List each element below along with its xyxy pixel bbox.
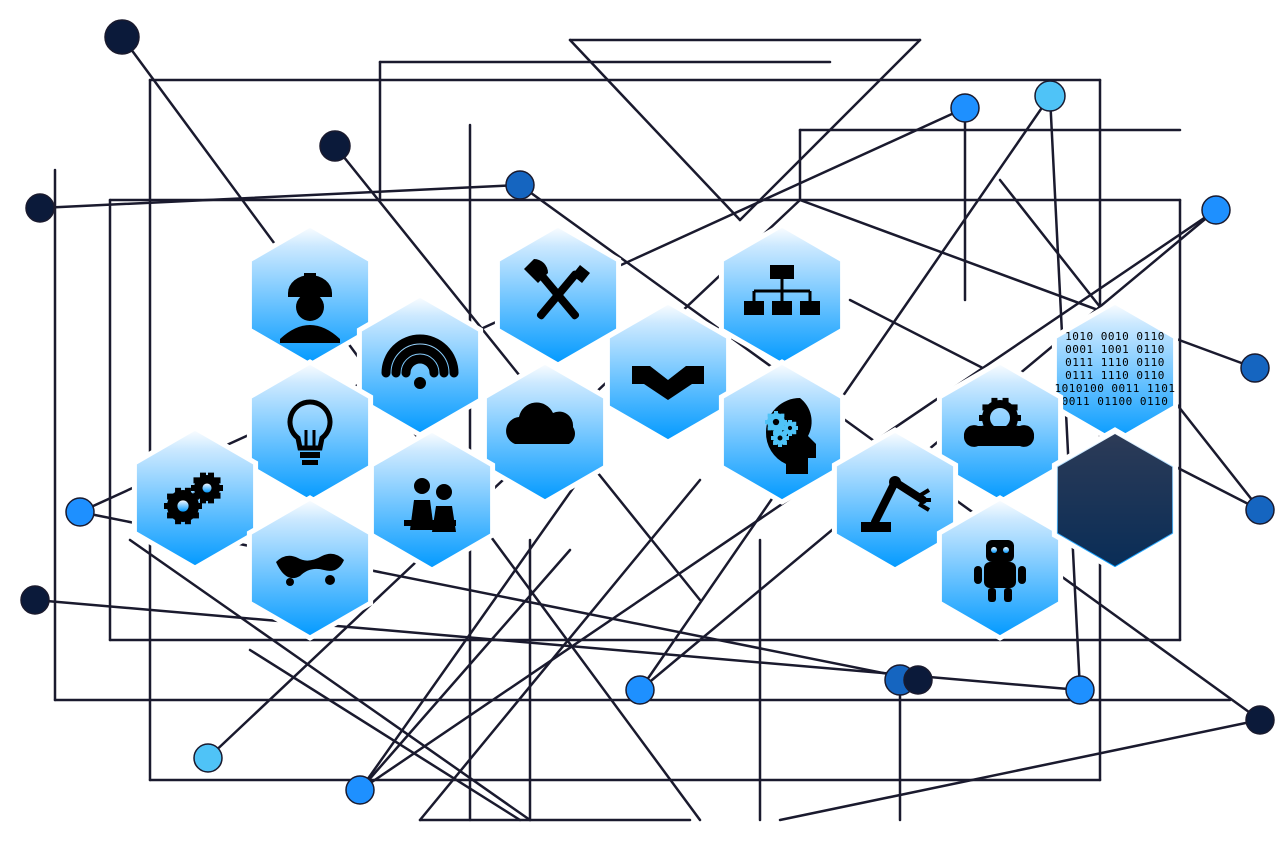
hexagon-cluster: 1010 0010 01100001 1001 01100111 1110 01… bbox=[134, 225, 1175, 638]
svg-text:0111 1110 0110: 0111 1110 0110 bbox=[1065, 369, 1165, 382]
network-node bbox=[320, 131, 350, 161]
network-node bbox=[904, 666, 932, 694]
network-node bbox=[105, 20, 139, 54]
hex-binary: 1010 0010 01100001 1001 01100111 1110 01… bbox=[1054, 302, 1175, 442]
network-edge bbox=[570, 40, 740, 220]
network-node bbox=[346, 776, 374, 804]
svg-text:1010 0010 0110: 1010 0010 0110 bbox=[1065, 330, 1165, 343]
hex-gears bbox=[134, 428, 255, 568]
network-edge bbox=[250, 650, 520, 820]
svg-text:0111 1110 0110: 0111 1110 0110 bbox=[1065, 356, 1165, 369]
hex-brain bbox=[721, 362, 842, 502]
service-label: Service bbox=[975, 428, 1025, 445]
hex-map bbox=[249, 498, 370, 638]
network-edge bbox=[800, 200, 1255, 368]
hex-tools bbox=[497, 225, 618, 365]
network-node bbox=[506, 171, 534, 199]
hex-worker bbox=[249, 225, 370, 365]
svg-text:1010100 0011 1101: 1010100 0011 1101 bbox=[1054, 382, 1175, 395]
network-edge bbox=[40, 185, 520, 208]
svg-text:0001 1001 0110: 0001 1001 0110 bbox=[1065, 343, 1165, 356]
network-node bbox=[1035, 81, 1065, 111]
hex-team bbox=[371, 430, 492, 570]
network-node bbox=[1246, 496, 1274, 524]
network-edge bbox=[780, 720, 1260, 820]
network-node bbox=[26, 194, 54, 222]
binary-icon: 1010 0010 01100001 1001 01100111 1110 01… bbox=[1054, 330, 1175, 408]
hex-wifi bbox=[359, 295, 480, 435]
svg-text:0011 01100 0110: 0011 01100 0110 bbox=[1062, 395, 1169, 408]
hex-bulb bbox=[249, 362, 370, 502]
network-node bbox=[1202, 196, 1230, 224]
network-node bbox=[21, 586, 49, 614]
network-node bbox=[1241, 354, 1269, 382]
network-node bbox=[951, 94, 979, 122]
network-node bbox=[1246, 706, 1274, 734]
network-node bbox=[66, 498, 94, 526]
network-node bbox=[194, 744, 222, 772]
network-node bbox=[626, 676, 654, 704]
network-diagram: 1010 0010 01100001 1001 01100111 1110 01… bbox=[0, 0, 1280, 853]
network-node bbox=[1066, 676, 1094, 704]
